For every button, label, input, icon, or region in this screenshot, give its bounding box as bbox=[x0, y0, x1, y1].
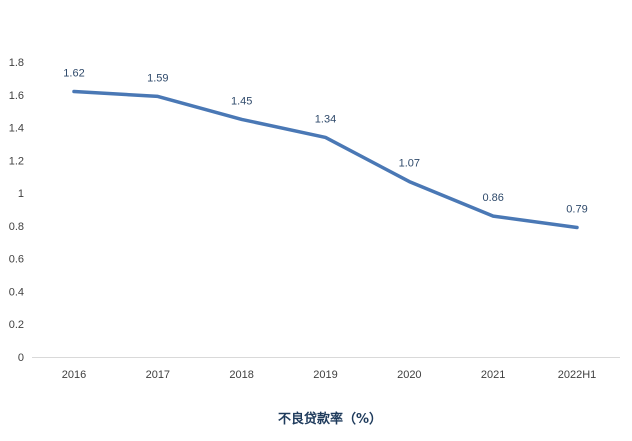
y-tick-label: 0.6 bbox=[9, 254, 24, 266]
data-label: 1.62 bbox=[63, 68, 84, 80]
data-label: 1.45 bbox=[231, 95, 252, 107]
y-tick-label: 1 bbox=[18, 188, 24, 200]
y-tick-label: 0 bbox=[18, 352, 24, 364]
data-label: 0.86 bbox=[482, 192, 503, 204]
data-label: 1.59 bbox=[147, 72, 168, 84]
x-tick-label: 2021 bbox=[481, 369, 505, 381]
y-tick-label: 1.8 bbox=[9, 57, 24, 69]
data-labels: 1.62 1.59 1.45 1.34 1.07 0.86 0.79 bbox=[63, 68, 587, 216]
npl-ratio-line bbox=[72, 89, 579, 230]
x-tick-label: 2018 bbox=[229, 369, 253, 381]
x-tick-label: 2022H1 bbox=[558, 369, 597, 381]
chart-title: 不良贷款率（%） bbox=[278, 411, 382, 427]
y-tick-label: 0.4 bbox=[9, 286, 24, 298]
y-tick-label: 1.6 bbox=[9, 90, 24, 102]
y-tick-label: 1.4 bbox=[9, 123, 24, 135]
y-tick-label: 0.2 bbox=[9, 319, 24, 331]
x-tick-label: 2017 bbox=[146, 369, 170, 381]
data-label: 0.79 bbox=[566, 204, 587, 216]
x-tick-label: 2019 bbox=[313, 369, 337, 381]
data-label: 1.07 bbox=[399, 158, 420, 170]
y-tick-label: 1.2 bbox=[9, 155, 24, 167]
data-label: 1.34 bbox=[315, 113, 336, 125]
y-tick-label: 0.8 bbox=[9, 221, 24, 233]
y-axis-ticks: 0 0.2 0.4 0.6 0.8 1 1.2 1.4 1.6 1.8 bbox=[9, 57, 24, 364]
x-tick-label: 2016 bbox=[62, 369, 86, 381]
x-axis-ticks: 2016 2017 2018 2019 2020 2021 2022H1 bbox=[62, 369, 597, 381]
x-tick-label: 2020 bbox=[397, 369, 421, 381]
